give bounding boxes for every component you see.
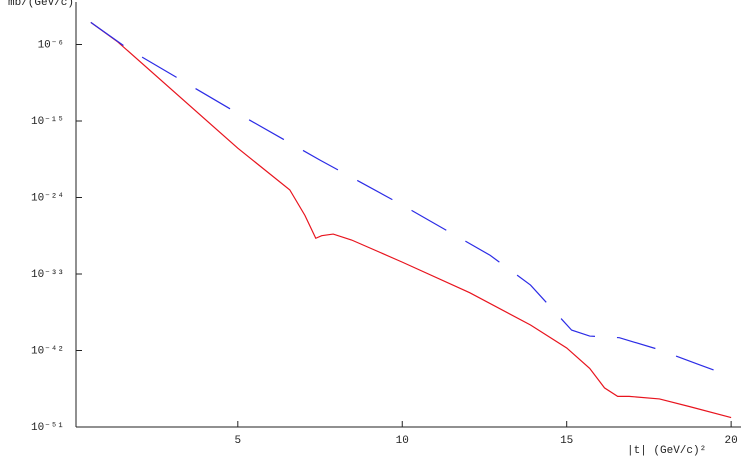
y-tick-label: 10⁻⁴² [31,345,64,357]
y-tick-label: 10⁻⁵¹ [31,422,64,434]
x-tick-label: 5 [235,435,242,447]
y-axis-label: mb/(GeV/c) [8,0,74,9]
x-tick-label: 10 [396,435,409,447]
y-tick-label: 10⁻³³ [31,269,64,281]
series-line [90,21,729,376]
series-line [90,21,732,419]
y-tick-label: 10⁻¹⁵ [31,116,64,128]
x-axis-label: |t| (GeV/c)² [627,445,706,457]
x-tick-label: 15 [560,435,573,447]
y-tick-label: 10⁻²⁴ [31,192,64,204]
x-tick-label: 20 [725,435,738,447]
y-tick-label: 10⁻⁶ [38,39,64,51]
